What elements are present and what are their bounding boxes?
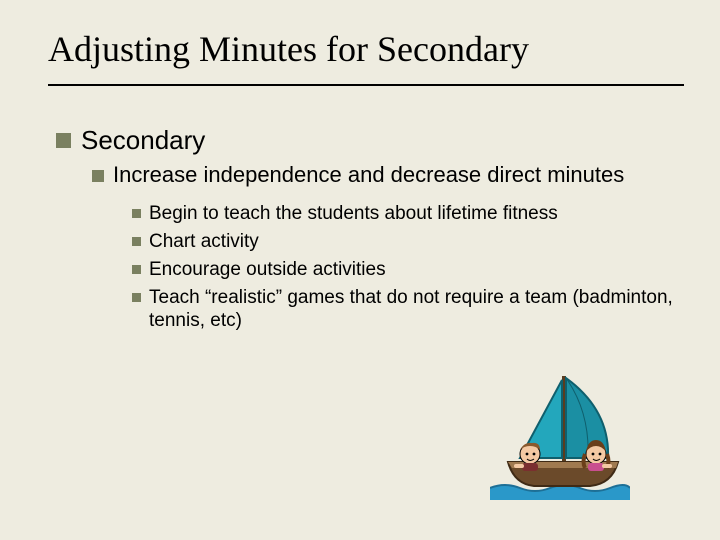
square-bullet-icon [132,265,141,274]
bullet-level-3-text: Chart activity [149,230,259,254]
square-bullet-icon [92,170,104,182]
bullet-level-3: Chart activity [132,230,684,254]
slide: Adjusting Minutes for Secondary Secondar… [0,0,720,540]
bullet-level-3: Encourage outside activities [132,258,684,282]
bullet-level-3-text: Teach “realistic” games that do not requ… [149,286,684,334]
bullet-level-3-text: Begin to teach the students about lifeti… [149,202,558,226]
square-bullet-icon [56,133,71,148]
bullet-level-3: Begin to teach the students about lifeti… [132,202,684,226]
bullet-level-3-group: Begin to teach the students about lifeti… [132,202,684,333]
slide-title: Adjusting Minutes for Secondary [48,28,684,78]
square-bullet-icon [132,209,141,218]
bullet-level-3-text: Encourage outside activities [149,258,386,282]
bullet-level-3: Teach “realistic” games that do not requ… [132,286,684,334]
sailboat-kids-clipart [490,370,630,500]
bullet-level-1: Secondary [56,126,684,156]
bullet-level-2-text: Increase independence and decrease direc… [113,162,624,188]
title-underline [48,84,684,86]
square-bullet-icon [132,237,141,246]
bullet-level-2: Increase independence and decrease direc… [92,162,684,188]
bullet-level-1-text: Secondary [81,126,205,156]
square-bullet-icon [132,293,141,302]
